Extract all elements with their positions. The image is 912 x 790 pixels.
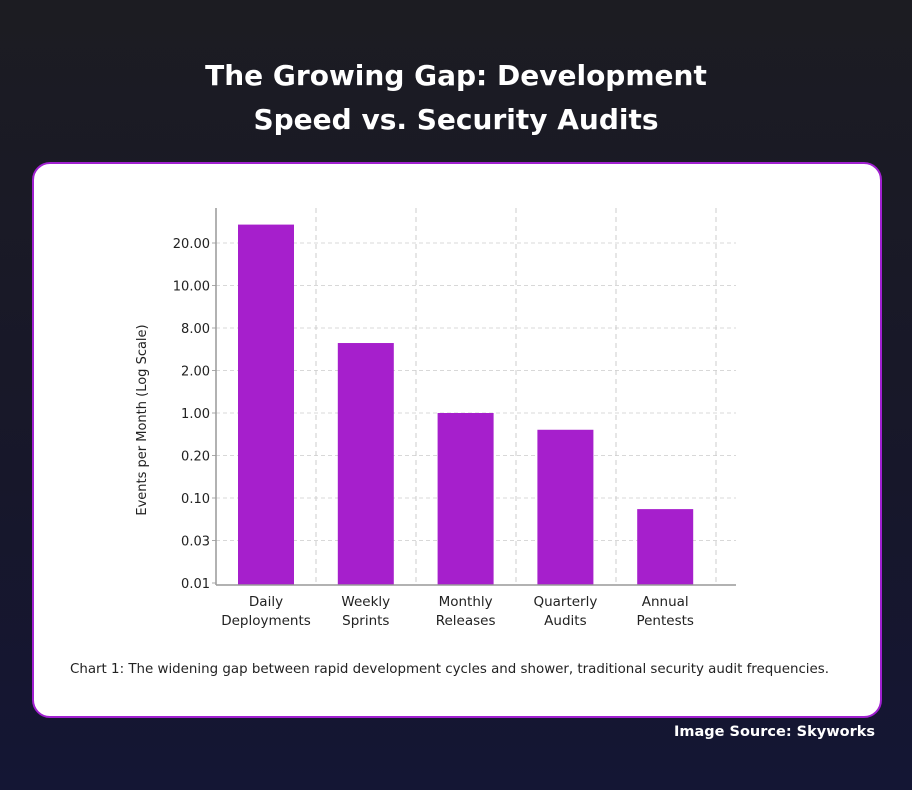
x-tick-label: Monthly	[439, 594, 493, 610]
bar-monthly	[437, 413, 494, 585]
y-tick-label: 10.00	[173, 280, 210, 295]
bar-quarterly	[537, 429, 594, 585]
title-line-2: Speed vs. Security Audits	[253, 103, 659, 136]
x-tick-label: Deployments	[221, 613, 311, 629]
y-tick-label: 0.03	[181, 535, 210, 550]
y-tick-label: 2.00	[181, 365, 210, 380]
y-tick-label: 0.01	[181, 577, 210, 592]
y-tick-label: 8.00	[181, 322, 210, 337]
x-tick-label: Annual	[642, 594, 689, 610]
x-tick-label: Releases	[436, 613, 496, 629]
title-line-1: The Growing Gap: Development	[205, 59, 707, 92]
y-axis-label: Events per Month (Log Scale)	[135, 324, 150, 515]
x-tick-label: Audits	[544, 613, 586, 629]
y-tick-label: 20.00	[173, 237, 210, 252]
image-source: Image Source: Skyworks	[673, 724, 875, 740]
y-tick-label: 1.00	[181, 407, 210, 422]
chart-caption: Chart 1: The widening gap between rapid …	[70, 662, 830, 677]
x-tick-label: Sprints	[342, 613, 389, 629]
bar-daily	[238, 224, 294, 585]
x-tick-label: Weekly	[341, 594, 390, 610]
page-title: The Growing Gap: Development Speed vs. S…	[0, 54, 912, 142]
y-tick-label: 0.20	[181, 450, 210, 465]
y-tick-label: 0.10	[181, 492, 210, 507]
bar-weekly	[337, 343, 394, 585]
x-tick-label: Pentests	[636, 613, 693, 629]
x-tick-label: Quarterly	[533, 594, 597, 610]
x-tick-label: Daily	[249, 594, 283, 610]
bar-annual	[637, 509, 694, 585]
